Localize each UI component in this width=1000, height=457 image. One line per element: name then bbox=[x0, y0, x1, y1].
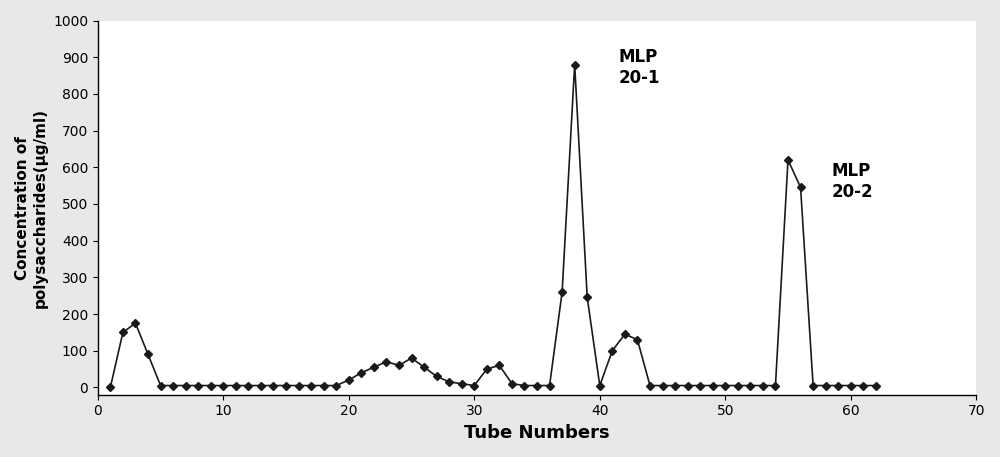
Text: MLP
20-2: MLP 20-2 bbox=[832, 162, 874, 201]
X-axis label: Tube Numbers: Tube Numbers bbox=[464, 424, 610, 442]
Y-axis label: Concentration of
polysaccharides(μg/ml): Concentration of polysaccharides(μg/ml) bbox=[15, 107, 47, 308]
Text: MLP
20-1: MLP 20-1 bbox=[619, 48, 660, 87]
